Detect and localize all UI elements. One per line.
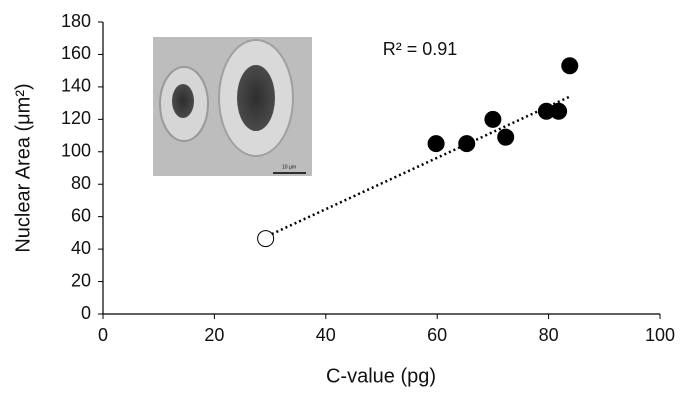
x-tick-label: 100 [645,325,675,345]
x-axis-label: C-value (pg) [326,365,436,387]
y-tick-label: 80 [71,173,91,193]
point [459,136,475,152]
y-tick-label: 20 [71,270,91,290]
point [562,58,578,74]
y-tick-label: 60 [71,205,91,225]
y-tick-label: 0 [81,303,91,323]
scale-label: 10 µm [282,164,296,170]
x-tick-label: 80 [539,325,559,345]
page: 10 µm R² = 0.91 C-value (pg) Nuclear Are… [0,0,684,397]
y-axis-label: Nuclear Area (μm²) [12,83,34,252]
y-tick-label: 100 [61,141,91,161]
point [551,103,567,119]
point [498,129,514,145]
y-tick-label: 160 [61,43,91,63]
x-tick-label: 0 [98,325,108,345]
point [485,111,501,127]
point [258,231,274,247]
y-tick-label: 140 [61,76,91,96]
x-tick-label: 20 [204,325,224,345]
x-tick-label: 60 [427,325,447,345]
y-tick-label: 40 [71,238,91,258]
y-tick-label: 120 [61,108,91,128]
trendline [267,97,569,237]
annotation: R² = 0.91 [383,39,458,59]
point [428,136,444,152]
y-tick-label: 180 [61,11,91,31]
inset-image: 10 µm [153,37,312,176]
x-tick-label: 40 [316,325,336,345]
chart: 10 µm R² = 0.91 C-value (pg) Nuclear Are… [0,0,684,392]
